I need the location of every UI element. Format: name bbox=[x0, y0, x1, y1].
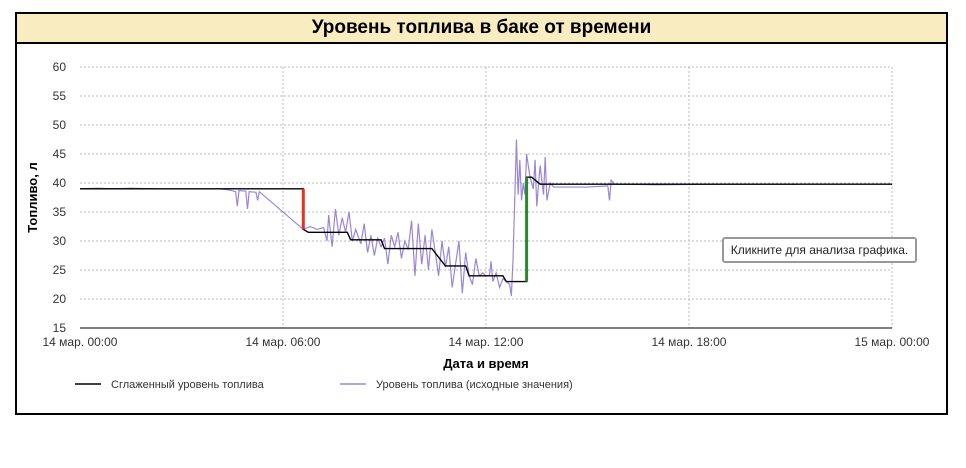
raw-series-line bbox=[218, 188, 304, 230]
legend-label: Уровень топлива (исходные значения) bbox=[376, 379, 573, 391]
y-tick-label: 15 bbox=[53, 321, 67, 335]
chart-frame: Уровень топлива в баке от времени bbox=[15, 12, 948, 415]
raw-series-line bbox=[303, 139, 798, 297]
y-tick-label: 60 bbox=[53, 60, 67, 74]
x-tick-label: 15 мар. 00:00 bbox=[855, 335, 930, 349]
x-tick-label: 14 мар. 00:00 bbox=[43, 335, 118, 349]
x-tick-label: 14 мар. 12:00 bbox=[449, 335, 524, 349]
analyze-tooltip[interactable]: Кликните для анализа графика. bbox=[722, 237, 917, 263]
x-tick-label: 14 мар. 06:00 bbox=[246, 335, 321, 349]
y-tick-label: 55 bbox=[53, 89, 67, 103]
legend-label: Сглаженный уровень топлива bbox=[111, 379, 265, 391]
y-tick-label: 50 bbox=[53, 118, 67, 132]
y-axis-label: Топливо, л bbox=[25, 162, 40, 232]
y-tick-label: 25 bbox=[53, 263, 67, 277]
y-tick-label: 20 bbox=[53, 292, 67, 306]
chart-title: Уровень топлива в баке от времени bbox=[17, 14, 946, 44]
x-axis-label: Дата и время bbox=[443, 356, 529, 371]
x-tick-label: 14 мар. 18:00 bbox=[652, 335, 727, 349]
y-tick-label: 35 bbox=[53, 205, 67, 219]
y-tick-label: 40 bbox=[53, 176, 67, 190]
y-tick-label: 45 bbox=[53, 147, 67, 161]
y-tick-label: 30 bbox=[53, 234, 67, 248]
